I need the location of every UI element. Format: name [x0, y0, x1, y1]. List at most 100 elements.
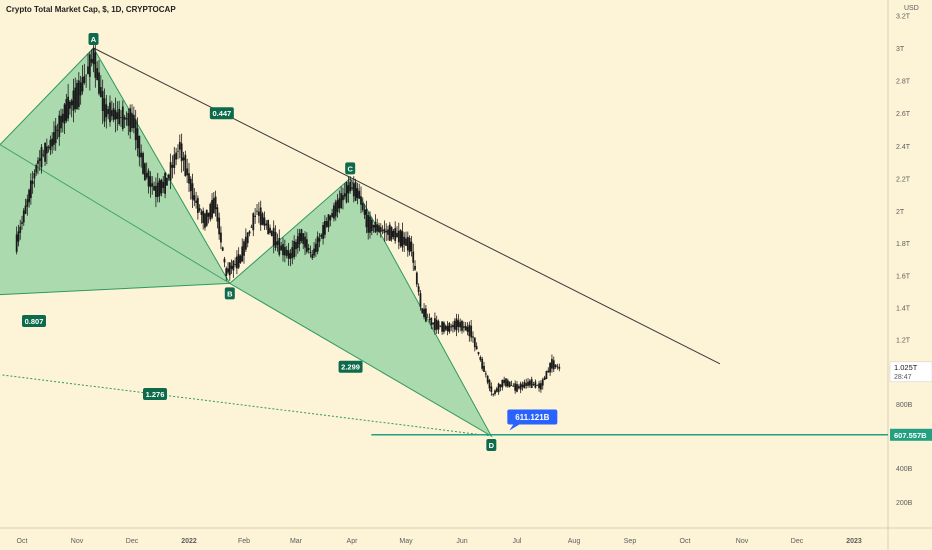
- candle-body: [53, 132, 55, 145]
- candle-body: [96, 68, 99, 81]
- candle-body: [274, 231, 277, 248]
- candle-body: [477, 352, 480, 355]
- ratio-xd-label: 1.276: [143, 388, 167, 400]
- ratio-xb-label: 0.807: [22, 315, 46, 327]
- candle-body: [243, 241, 245, 256]
- candle-body: [256, 210, 258, 212]
- candle-body: [295, 241, 297, 250]
- candle-body: [188, 173, 190, 184]
- candle-body: [547, 370, 550, 373]
- candle-body: [419, 293, 422, 307]
- candle-body: [17, 231, 20, 242]
- candle-body: [444, 325, 447, 330]
- candle-body: [153, 186, 155, 191]
- candle-body: [40, 147, 43, 168]
- candle-body: [33, 172, 36, 179]
- candle-body: [248, 231, 251, 234]
- candle-body: [397, 230, 400, 243]
- candle-body: [499, 384, 502, 388]
- candle-body: [333, 205, 335, 219]
- candle-body: [112, 108, 115, 120]
- candle-body: [269, 227, 271, 233]
- candle-body: [45, 146, 48, 154]
- candle-body: [324, 221, 326, 235]
- candle-body: [158, 180, 161, 197]
- candle-body: [110, 110, 113, 117]
- candle-body: [184, 154, 187, 176]
- candle-body: [72, 90, 75, 111]
- x-tick-label: Mar: [290, 538, 303, 545]
- candle-body: [334, 201, 337, 217]
- candle-body: [143, 163, 146, 181]
- x-tick-label: May: [399, 538, 413, 545]
- candle-body: [22, 210, 25, 223]
- candle-body: [61, 113, 64, 123]
- candle-body: [349, 181, 352, 192]
- candle-body: [289, 253, 292, 259]
- x-tick-label: Oct: [680, 538, 691, 545]
- currency-label: USD: [904, 5, 919, 12]
- candle-body: [327, 214, 330, 228]
- point-b-label-text: B: [227, 289, 233, 298]
- candle-body: [521, 384, 524, 388]
- candle-body: [370, 219, 373, 232]
- candle-body: [151, 183, 154, 187]
- candle-body: [472, 336, 474, 338]
- candle-body: [361, 202, 364, 211]
- candle-body: [198, 208, 201, 211]
- candle-body: [541, 379, 544, 386]
- candle-body: [516, 384, 518, 392]
- ratio-xd-label-bg: [143, 388, 167, 400]
- candle-body: [410, 241, 413, 252]
- x-tick-label: Apr: [347, 538, 359, 545]
- candle-body: [131, 113, 133, 129]
- candle-body: [390, 227, 393, 240]
- candle-body: [246, 232, 249, 244]
- candle-body: [536, 384, 539, 386]
- candle-body: [220, 232, 222, 243]
- candle-body: [519, 383, 522, 390]
- x-tick-label: 2023: [846, 538, 862, 545]
- candle-body: [193, 195, 196, 201]
- candle-body: [54, 125, 57, 144]
- candle-body: [340, 193, 343, 208]
- candle-body: [216, 207, 219, 222]
- point-b-label-bg: [224, 287, 235, 300]
- candle-body: [259, 207, 262, 226]
- candle-body: [56, 129, 59, 131]
- candle-body: [129, 108, 132, 132]
- candle-body: [543, 377, 546, 380]
- projection-label-text: 611.121B: [515, 413, 549, 422]
- candle-body: [164, 172, 166, 194]
- candle-body: [530, 379, 533, 388]
- candle-body: [162, 181, 165, 189]
- candle-body: [182, 157, 185, 161]
- candle-body: [459, 322, 462, 328]
- candle-body: [457, 320, 460, 327]
- candle-body: [435, 319, 438, 330]
- candle-body: [261, 213, 264, 225]
- candle-body: [470, 325, 473, 338]
- candle-body: [142, 153, 144, 174]
- xb-leg: [0, 282, 230, 296]
- candle-body: [132, 114, 135, 128]
- candle-body: [276, 241, 279, 245]
- candle-body: [464, 325, 467, 331]
- candle-body: [85, 74, 88, 76]
- candle-body: [239, 255, 242, 263]
- candle-body: [92, 48, 95, 65]
- candle-body: [123, 116, 126, 120]
- candle-body: [250, 226, 253, 228]
- candle-body: [167, 174, 170, 179]
- candle-body: [439, 325, 442, 327]
- candle-body: [35, 165, 38, 173]
- candle-body: [552, 360, 555, 370]
- candle-body: [180, 143, 183, 162]
- candle-body: [358, 190, 361, 199]
- x-tick-label: Feb: [238, 538, 250, 545]
- point-a-label-text: A: [91, 35, 97, 44]
- candle-body: [405, 238, 407, 246]
- candle-body: [160, 179, 163, 194]
- candle-body: [347, 185, 350, 194]
